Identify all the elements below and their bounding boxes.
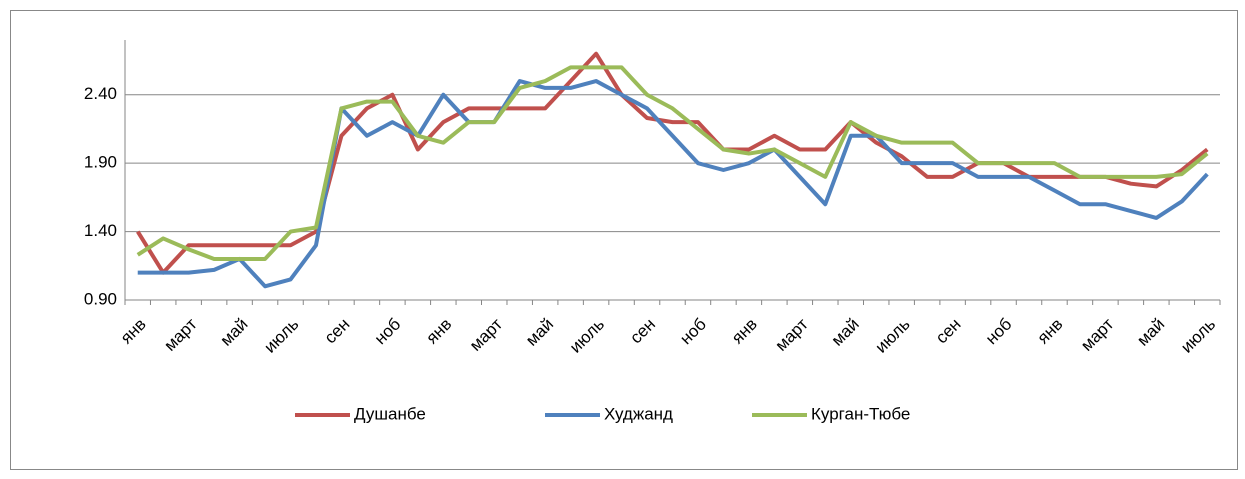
y-tick-label: 0.90 — [84, 289, 117, 308]
legend-label: Курган-Тюбе — [811, 404, 910, 423]
y-tick-label: 2.40 — [84, 84, 117, 103]
line-series — [136, 65, 1209, 261]
chart-border — [10, 10, 1238, 470]
legend-label: Душанбе — [354, 404, 426, 423]
line-series — [137, 79, 1209, 289]
y-tick-label: 1.90 — [84, 153, 117, 172]
y-tick-label: 1.40 — [84, 221, 117, 240]
legend-label: Худжанд — [604, 404, 673, 423]
